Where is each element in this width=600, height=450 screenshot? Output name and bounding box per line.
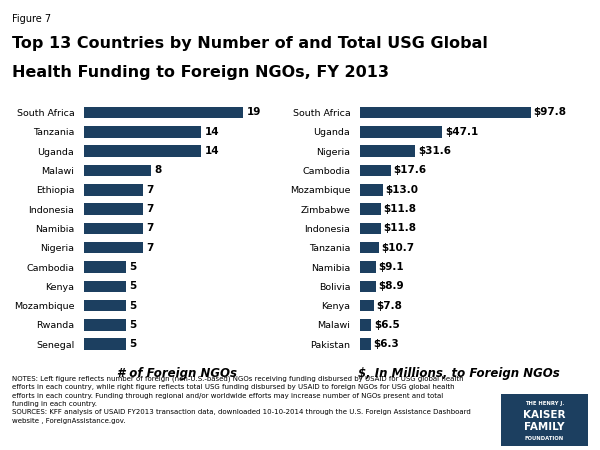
Bar [84,242,143,253]
Bar [360,319,371,331]
Bar [360,261,376,273]
Text: $13.0: $13.0 [385,185,418,195]
Text: Health Funding to Foreign NGOs, FY 2013: Health Funding to Foreign NGOs, FY 2013 [12,65,389,80]
Text: 5: 5 [129,262,136,272]
Bar [360,145,415,157]
Text: 5: 5 [129,281,136,291]
Bar [84,145,201,157]
Text: $11.8: $11.8 [383,223,416,234]
Bar [84,319,126,331]
Text: 8: 8 [154,166,161,176]
Text: # of Foreign NGOs: # of Foreign NGOs [117,367,237,380]
Text: NOTES: Left figure reflects number of foreign (non-U.S.-based) NGOs receiving fu: NOTES: Left figure reflects number of fo… [12,376,471,423]
Bar [360,126,442,138]
Bar [84,223,143,234]
Text: $31.6: $31.6 [418,146,451,156]
Text: $6.5: $6.5 [374,320,400,330]
Text: Top 13 Countries by Number of and Total USG Global: Top 13 Countries by Number of and Total … [12,36,488,51]
Bar [84,184,143,196]
Text: Figure 7: Figure 7 [12,14,51,23]
Text: $97.8: $97.8 [533,108,566,117]
Text: 14: 14 [205,146,219,156]
Text: $9.1: $9.1 [379,262,404,272]
Bar [360,165,391,176]
Bar [84,300,126,311]
Bar [84,107,243,118]
Text: THE HENRY J.: THE HENRY J. [525,400,564,405]
Bar [84,165,151,176]
Bar [84,126,201,138]
Text: 19: 19 [247,108,261,117]
Bar [84,261,126,273]
Text: $8.9: $8.9 [378,281,404,291]
Text: $7.8: $7.8 [376,301,402,310]
Bar [84,338,126,350]
Text: KAISER: KAISER [523,410,566,420]
Text: 5: 5 [129,301,136,310]
Bar [360,242,379,253]
Text: 7: 7 [146,204,154,214]
Text: 5: 5 [129,320,136,330]
Text: 7: 7 [146,243,154,253]
Text: $6.3: $6.3 [374,339,400,349]
Bar [360,223,380,234]
Text: 7: 7 [146,185,154,195]
Text: 7: 7 [146,223,154,234]
Bar [360,300,374,311]
Text: 5: 5 [129,339,136,349]
Text: $11.8: $11.8 [383,204,416,214]
Text: $47.1: $47.1 [445,127,478,137]
Text: $17.6: $17.6 [394,166,427,176]
Bar [84,203,143,215]
Text: $10.7: $10.7 [382,243,415,253]
Bar [360,107,531,118]
Text: $, In Millions, to Foreign NGOs: $, In Millions, to Foreign NGOs [358,367,560,380]
Bar [360,184,383,196]
Bar [360,338,371,350]
Bar [360,280,376,292]
Text: FAMILY: FAMILY [524,422,565,432]
Text: 14: 14 [205,127,219,137]
Bar [84,280,126,292]
Bar [360,203,380,215]
Text: FOUNDATION: FOUNDATION [525,436,564,441]
